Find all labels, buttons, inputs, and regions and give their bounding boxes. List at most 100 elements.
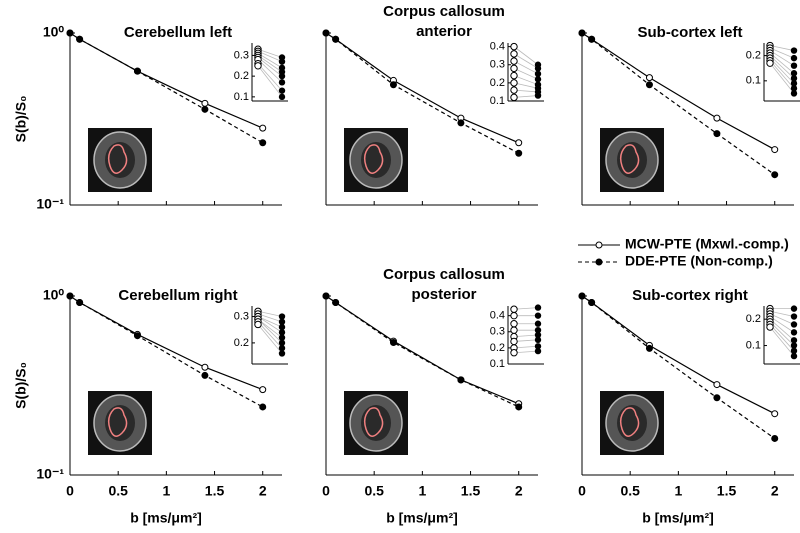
pair-line <box>769 50 795 67</box>
brain-image <box>105 405 135 441</box>
data-point <box>578 29 586 37</box>
x-tick-label: 0.5 <box>620 483 640 499</box>
data-point <box>771 410 779 418</box>
data-point <box>771 171 779 179</box>
y-tick-label: 10⁻¹ <box>36 466 64 482</box>
y-axis-label: S(b)/S₀ <box>13 96 29 143</box>
pair-line <box>257 53 283 69</box>
data-point <box>457 119 465 127</box>
inset-point <box>278 93 286 101</box>
data-point <box>259 124 267 132</box>
inset-point <box>790 352 798 360</box>
x-tick-label: 1.5 <box>461 483 481 499</box>
x-tick-label: 1.5 <box>205 483 225 499</box>
brain-image <box>617 405 647 441</box>
inset-point <box>534 65 542 72</box>
data-point <box>588 298 596 306</box>
data-point <box>201 371 209 379</box>
panel-title: posterior <box>411 286 476 303</box>
data-point <box>201 105 209 113</box>
panel-title: Cerebellum right <box>118 287 237 304</box>
pair-line <box>513 75 539 86</box>
x-tick-label: 1 <box>418 483 426 499</box>
x-tick-label: 0 <box>322 483 330 499</box>
pair-line <box>513 345 539 349</box>
inset-tick-label: 0.2 <box>234 70 249 82</box>
pair-line <box>769 45 795 51</box>
pair-line <box>257 318 283 338</box>
panel-title: Sub-cortex left <box>637 24 742 41</box>
x-tick-label: 1 <box>162 483 170 499</box>
inset-point <box>510 71 518 80</box>
data-point <box>515 403 523 411</box>
data-point <box>322 29 330 37</box>
x-axis-label: b [ms/μm²] <box>386 510 458 526</box>
inset-point <box>534 326 542 334</box>
inset-point <box>510 93 518 102</box>
pair-line <box>257 55 283 73</box>
inset-point <box>790 85 798 92</box>
data-point <box>76 298 84 306</box>
inset-tick-label: 0.2 <box>746 313 761 325</box>
inset-point <box>510 64 518 73</box>
inset-point <box>510 337 518 346</box>
inset-point <box>534 347 542 355</box>
inset-point <box>278 334 286 341</box>
roi-outline <box>107 144 128 174</box>
series-line <box>325 295 519 408</box>
inset-point <box>510 79 518 87</box>
pair-line <box>513 46 539 66</box>
data-point <box>76 35 84 43</box>
pair-line <box>257 316 283 333</box>
inset-point <box>254 320 262 329</box>
pair-line <box>769 313 795 325</box>
pair-line <box>513 60 539 75</box>
pair-line <box>513 53 539 69</box>
brain-image <box>105 142 135 178</box>
inset-tick-label: 0.3 <box>490 326 505 338</box>
data-point <box>133 332 141 340</box>
data-point <box>389 81 397 89</box>
data-point <box>201 363 209 371</box>
pair-line <box>769 55 795 79</box>
data-point <box>133 67 141 75</box>
data-point <box>588 35 596 43</box>
pair-line <box>513 307 539 310</box>
inset-tick-label: 0.2 <box>490 342 505 354</box>
inset-point <box>790 47 798 54</box>
inset-point <box>254 62 262 70</box>
pair-line <box>257 324 283 354</box>
x-tick-label: 2 <box>259 483 267 499</box>
inset-point <box>790 54 798 62</box>
inset-point <box>278 87 286 94</box>
pair-line <box>513 350 539 354</box>
inset-point <box>510 326 518 334</box>
legend-marker <box>595 258 603 266</box>
pair-line <box>769 318 795 341</box>
pair-line <box>257 57 283 77</box>
inset-tick-label: 0.2 <box>490 77 505 89</box>
inset-tick-label: 0.3 <box>490 59 505 71</box>
data-point <box>578 292 586 300</box>
y-tick-label: 10⁻¹ <box>36 196 64 212</box>
pair-line <box>257 321 283 349</box>
data-point <box>66 29 74 37</box>
pair-line <box>769 310 795 317</box>
data-point <box>201 99 209 107</box>
roi-outline <box>363 407 384 437</box>
data-point <box>389 338 397 346</box>
inset-point <box>534 312 542 319</box>
inset-point <box>278 350 286 357</box>
pair-line <box>257 310 283 317</box>
x-tick-label: 0.5 <box>364 483 384 499</box>
data-point <box>771 146 779 154</box>
x-tick-label: 2 <box>771 483 779 499</box>
inset-point <box>534 304 542 311</box>
inset-tick-label: 0.3 <box>234 49 249 61</box>
inset-point <box>278 318 286 326</box>
roi-outline <box>619 144 640 174</box>
inset-point <box>790 70 798 77</box>
data-point <box>259 386 267 394</box>
inset-point <box>790 90 798 97</box>
